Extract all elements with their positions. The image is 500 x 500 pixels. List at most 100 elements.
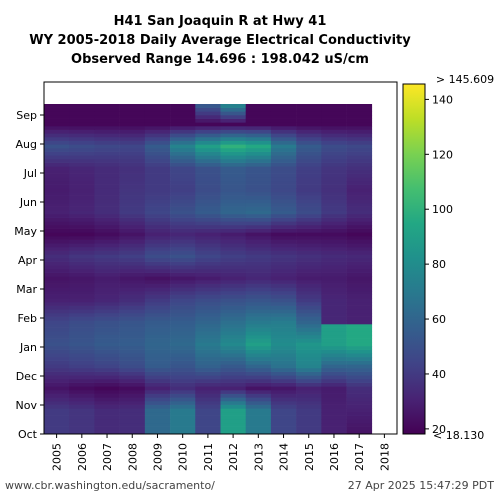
heatmap-cell xyxy=(69,243,95,248)
heatmap-cell xyxy=(119,225,146,229)
heatmap-cell xyxy=(69,236,95,240)
heatmap-cell xyxy=(296,159,322,163)
heatmap-cell xyxy=(270,415,297,420)
heatmap-cell xyxy=(44,104,70,108)
heatmap-cell xyxy=(296,115,322,119)
heatmap-cell xyxy=(195,423,221,427)
heatmap-cell xyxy=(321,265,347,270)
heatmap-cell xyxy=(346,415,373,420)
heatmap-cell xyxy=(220,375,247,380)
heatmap-cell xyxy=(44,199,70,204)
heatmap-cell xyxy=(220,144,247,149)
source-url[interactable]: www.cbr.washington.edu/sacramento/ xyxy=(5,479,215,492)
heatmap-cell xyxy=(69,173,95,178)
heatmap-cell xyxy=(195,291,221,295)
heatmap-cell xyxy=(144,104,171,108)
heatmap-cell xyxy=(346,371,373,376)
heatmap-cell xyxy=(144,214,171,218)
heatmap-cell xyxy=(44,426,70,431)
heatmap-cell xyxy=(195,412,221,416)
heatmap-cell xyxy=(195,324,221,328)
heatmap-cell xyxy=(144,309,171,314)
heatmap-cell xyxy=(94,221,120,226)
heatmap-cell xyxy=(94,415,120,420)
heatmap-cell xyxy=(119,217,146,222)
heatmap-cell xyxy=(321,195,347,200)
heatmap-cell xyxy=(346,408,373,413)
heatmap-cell xyxy=(144,250,171,255)
timestamp: 27 Apr 2025 15:47:29 PDT xyxy=(348,479,495,492)
heatmap-cell xyxy=(69,162,95,167)
heatmap-cell xyxy=(321,166,347,171)
heatmap-cell xyxy=(346,375,373,380)
heatmap-cell xyxy=(94,291,120,295)
heatmap-cell xyxy=(220,423,247,427)
heatmap-cell xyxy=(245,305,272,310)
heatmap-cell xyxy=(44,232,70,237)
heatmap-cell xyxy=(346,302,373,306)
heatmap-cell xyxy=(220,280,247,284)
heatmap-cell xyxy=(144,269,171,273)
heatmap-cell xyxy=(69,430,95,435)
heatmap-cell xyxy=(220,265,247,270)
heatmap-cell xyxy=(270,258,297,262)
heatmap-cell xyxy=(296,324,322,328)
heatmap-cell xyxy=(144,243,171,248)
heatmap-cell xyxy=(69,357,95,361)
heatmap-cell xyxy=(220,346,247,350)
heatmap-cell xyxy=(144,426,171,431)
heatmap-cell xyxy=(69,261,95,266)
heatmap-cell xyxy=(346,426,373,431)
heatmap-cell xyxy=(245,137,272,141)
heatmap-cell xyxy=(94,404,120,409)
heatmap-cell xyxy=(245,265,272,270)
heatmap-cell xyxy=(245,162,272,167)
heatmap-cell xyxy=(270,349,297,354)
heatmap-cell xyxy=(296,276,322,281)
heatmap-cell xyxy=(94,214,120,218)
heatmap-cell xyxy=(245,140,272,145)
heatmap-cell xyxy=(245,272,272,277)
x-tick-label: 2008 xyxy=(126,443,139,471)
heatmap-cell xyxy=(44,368,70,372)
y-tick-label: Sep xyxy=(16,109,37,122)
heatmap-cell xyxy=(170,206,196,211)
heatmap-cell xyxy=(44,155,70,160)
heatmap-cell xyxy=(170,269,196,273)
heatmap-cell xyxy=(44,236,70,240)
heatmap-cell xyxy=(346,412,373,416)
heatmap-cell xyxy=(44,397,70,402)
heatmap-cell xyxy=(321,382,347,387)
heatmap-cell xyxy=(270,122,297,127)
heatmap-cell xyxy=(69,280,95,284)
heatmap-cell xyxy=(44,379,70,383)
heatmap-cell xyxy=(119,111,146,116)
heatmap-cell xyxy=(220,415,247,420)
heatmap-cell xyxy=(346,368,373,372)
heatmap-cell xyxy=(245,283,272,288)
heatmap-cell xyxy=(220,181,247,185)
heatmap-cell xyxy=(220,170,247,174)
heatmap-cell xyxy=(119,129,146,134)
heatmap-cell xyxy=(69,140,95,145)
heatmap-cell xyxy=(94,195,120,200)
heatmap-cell xyxy=(69,107,95,112)
heatmap-cell xyxy=(270,181,297,185)
heatmap-cell xyxy=(346,338,373,343)
heatmap-cell xyxy=(220,162,247,167)
heatmap-cell xyxy=(270,294,297,299)
heatmap-cell xyxy=(296,118,322,123)
heatmap-cell xyxy=(170,173,196,178)
heatmap-cell xyxy=(245,129,272,134)
y-tick-label: Apr xyxy=(18,254,38,267)
heatmap-cell xyxy=(296,408,322,413)
heatmap-cell xyxy=(245,203,272,207)
heatmap-cell xyxy=(94,236,120,240)
heatmap-cell xyxy=(94,247,120,251)
heatmap-cell xyxy=(119,375,146,380)
heatmap-cell xyxy=(44,419,70,424)
heatmap-cell xyxy=(346,137,373,141)
heatmap-cell xyxy=(170,250,196,255)
heatmap-cell xyxy=(296,412,322,416)
heatmap-cell xyxy=(195,258,221,262)
